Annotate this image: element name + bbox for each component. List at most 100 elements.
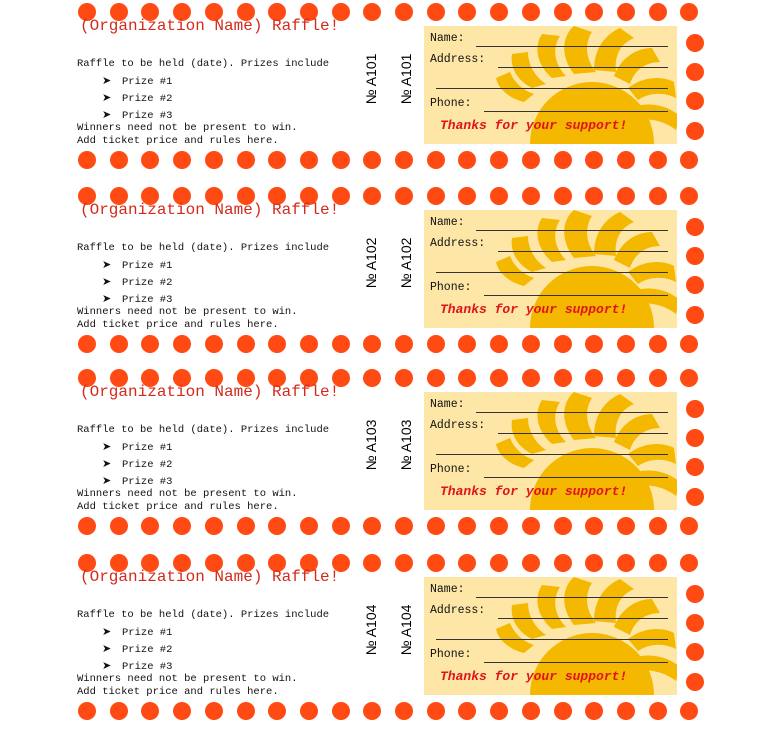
ticket-number-stub: № A102 [398, 237, 414, 289]
dot-icon [78, 517, 96, 535]
dot-icon [363, 151, 382, 169]
ticket-number-main: № A101 [363, 53, 379, 105]
dot-icon [299, 335, 318, 353]
raffle-ticket: (Organization Name) Raffle! Raffle to be… [0, 366, 768, 550]
ticket-number-stub: № A103 [398, 419, 414, 471]
thanks-message: Thanks for your support! [440, 484, 628, 499]
address-label: Address: [430, 237, 486, 250]
prize-label: Prize #3 [122, 110, 173, 122]
address-line[interactable] [498, 251, 668, 252]
dot-icon [680, 702, 699, 720]
dot-icon [585, 517, 604, 535]
dot-icon [109, 369, 128, 387]
dot-icon [331, 369, 350, 387]
dot-icon [268, 3, 287, 21]
dot-icon [299, 517, 318, 535]
dot-icon [363, 517, 382, 535]
dot-icon [173, 3, 192, 21]
dot-icon [553, 369, 572, 387]
dot-icon [490, 3, 509, 21]
dot-icon [553, 3, 572, 21]
dot-icon [686, 673, 704, 691]
dot-icon [204, 3, 223, 21]
rules-note: Add ticket price and rules here. [77, 686, 279, 698]
dot-icon [521, 187, 540, 205]
dot-icon [109, 3, 128, 21]
phone-line[interactable] [484, 111, 668, 112]
dot-icon [686, 306, 704, 324]
dot-icon [680, 517, 699, 535]
phone-label: Phone: [430, 281, 472, 294]
dot-icon [78, 187, 96, 205]
dot-icon [458, 554, 477, 572]
prize-item: ➤ Prize #1 [102, 440, 172, 454]
dot-icon [426, 187, 445, 205]
prize-item: ➤ Prize #1 [102, 74, 172, 88]
dot-icon [173, 335, 192, 353]
prize-item: ➤ Prize #2 [102, 275, 172, 289]
ticket-intro: Raffle to be held (date). Prizes include [77, 242, 330, 254]
ticket-number-main: № A102 [363, 237, 379, 289]
dot-icon [553, 151, 572, 169]
dot-icon [363, 369, 382, 387]
thanks-message: Thanks for your support! [440, 669, 628, 684]
dot-icon [686, 92, 704, 110]
address-line[interactable] [498, 67, 668, 68]
dot-icon [363, 335, 382, 353]
phone-label: Phone: [430, 648, 472, 661]
dot-icon [490, 369, 509, 387]
dot-icon [686, 63, 704, 81]
address-line-2[interactable] [436, 454, 668, 455]
arrowhead-bullet-icon: ➤ [102, 440, 112, 453]
dot-icon [585, 702, 604, 720]
dot-icon [268, 554, 287, 572]
dot-icon [395, 3, 413, 21]
winners-note: Winners need not be present to win. [77, 122, 298, 134]
dot-icon [173, 702, 192, 720]
dot-icon [331, 335, 350, 353]
name-line[interactable] [476, 597, 668, 598]
prize-item: ➤ Prize #3 [102, 292, 172, 306]
address-label: Address: [430, 604, 486, 617]
dot-icon [204, 517, 223, 535]
address-line-2[interactable] [436, 272, 668, 273]
dot-icon [395, 187, 413, 205]
address-line-2[interactable] [436, 639, 668, 640]
prize-label: Prize #1 [122, 76, 173, 88]
dot-icon [141, 369, 160, 387]
dot-icon [299, 151, 318, 169]
dot-icon [331, 554, 350, 572]
dot-icon [686, 458, 704, 476]
dot-icon [616, 554, 635, 572]
address-line-2[interactable] [436, 88, 668, 89]
phone-line[interactable] [484, 477, 668, 478]
dot-icon [680, 151, 699, 169]
dot-icon [585, 369, 604, 387]
name-line[interactable] [476, 230, 668, 231]
rules-note: Add ticket price and rules here. [77, 135, 279, 147]
dot-icon [299, 554, 318, 572]
dot-icon [458, 517, 477, 535]
dot-icon [109, 517, 128, 535]
ticket-intro: Raffle to be held (date). Prizes include [77, 424, 330, 436]
dot-icon [363, 554, 382, 572]
dot-icon [426, 151, 445, 169]
phone-line[interactable] [484, 295, 668, 296]
dot-icon [78, 369, 96, 387]
dot-icon [173, 151, 192, 169]
dot-icon [521, 554, 540, 572]
name-line[interactable] [476, 412, 668, 413]
address-line[interactable] [498, 433, 668, 434]
dot-icon [173, 369, 192, 387]
dot-icon [686, 247, 704, 265]
dot-icon [141, 702, 160, 720]
ticket-title: (Organization Name) Raffle! [80, 17, 340, 35]
name-line[interactable] [476, 46, 668, 47]
dot-icon [236, 151, 255, 169]
dot-icon [686, 218, 704, 236]
address-line[interactable] [498, 618, 668, 619]
raffle-ticket: (Organization Name) Raffle! Raffle to be… [0, 0, 768, 184]
phone-line[interactable] [484, 662, 668, 663]
dot-icon [236, 335, 255, 353]
dot-icon [331, 702, 350, 720]
